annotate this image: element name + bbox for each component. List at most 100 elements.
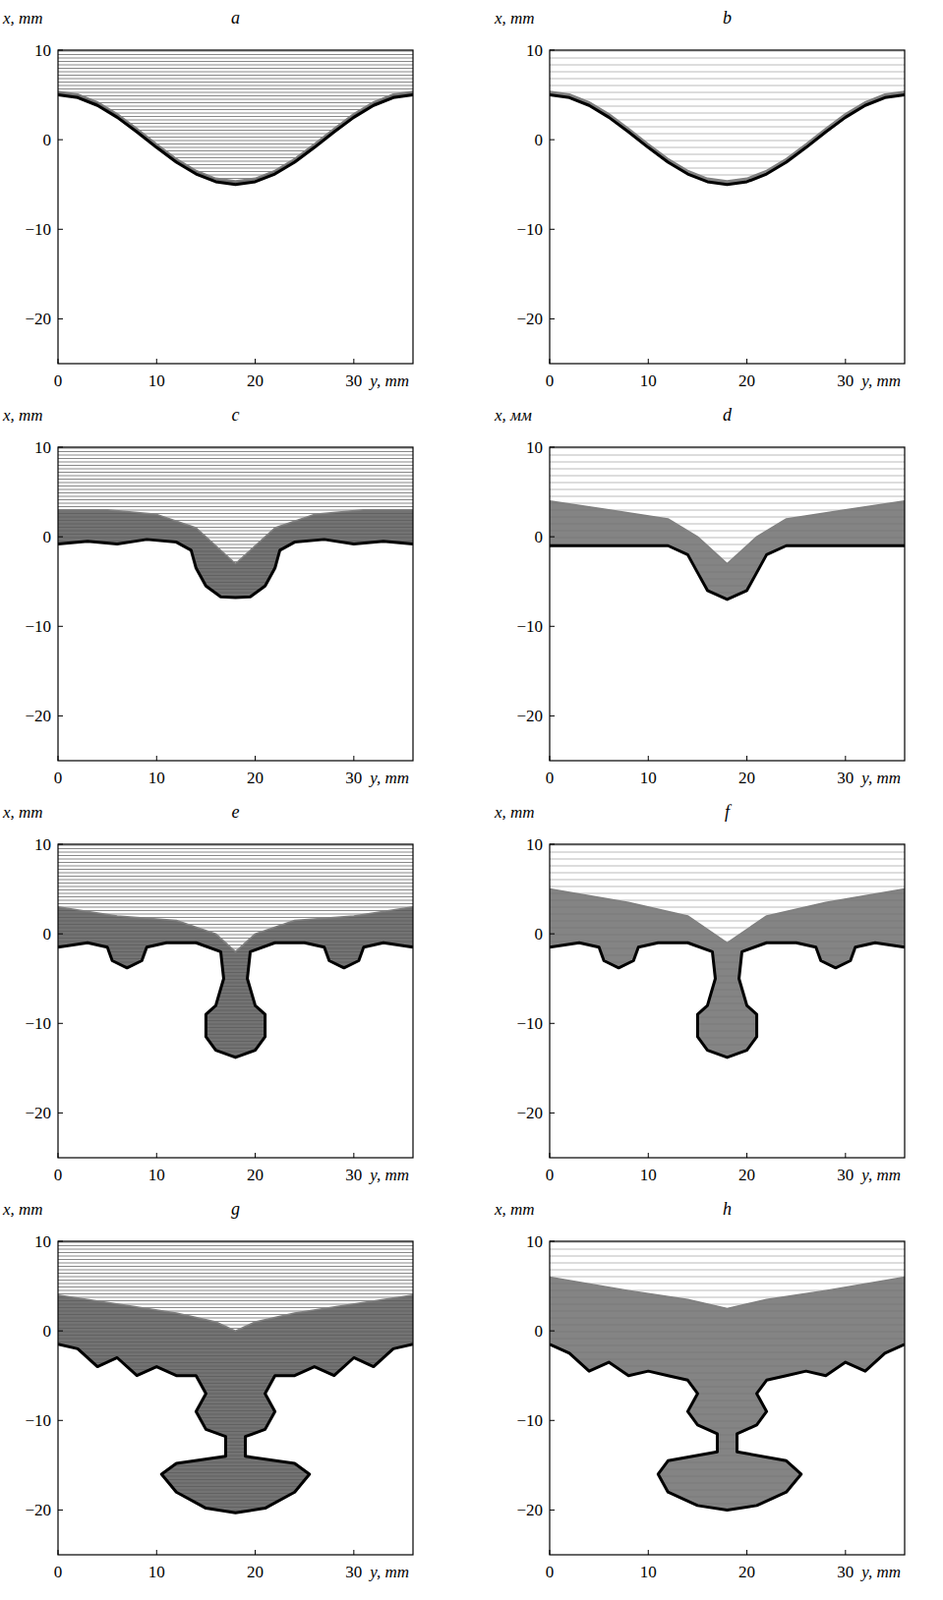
contour-line xyxy=(58,209,413,211)
contour-line xyxy=(549,1086,905,1088)
y-tick xyxy=(549,844,555,846)
contour-line xyxy=(549,551,905,553)
contour-line xyxy=(549,627,905,629)
contour-line xyxy=(549,340,905,342)
contour-line xyxy=(549,1538,905,1540)
panel: −20−100100102030y, mmx, ммd xyxy=(493,405,905,788)
contour-line xyxy=(58,64,413,66)
y-tick-label: 10 xyxy=(34,835,52,855)
panel-letter: g xyxy=(231,1199,240,1220)
contour-line xyxy=(58,862,413,864)
contour-line xyxy=(58,308,413,310)
contour-line xyxy=(58,1068,413,1070)
y-tick xyxy=(58,50,63,52)
contour-line xyxy=(58,116,413,118)
x-tick xyxy=(353,756,354,762)
contour-line xyxy=(58,1127,413,1129)
y-tick-label: −10 xyxy=(516,1412,543,1431)
contour-line xyxy=(58,250,413,252)
y-tick-label: −20 xyxy=(516,309,543,329)
contour-line xyxy=(549,1093,905,1095)
contour-line xyxy=(58,164,413,166)
contour-line xyxy=(58,869,413,871)
x-tick xyxy=(549,1550,551,1556)
contour-line xyxy=(549,326,905,328)
x-tick-label: 0 xyxy=(54,371,63,391)
contour-line xyxy=(58,154,413,156)
contour-lines xyxy=(58,845,413,1156)
contour-line xyxy=(549,140,905,142)
y-tick-label: −10 xyxy=(24,1014,52,1034)
contour-line xyxy=(58,855,413,857)
x-tick-label: 10 xyxy=(148,1166,166,1185)
contour-line xyxy=(58,852,413,854)
y-axis-title: x, mm xyxy=(493,1200,535,1220)
y-tick xyxy=(58,626,63,628)
y-axis-title: x, мм xyxy=(493,406,532,425)
contour-line xyxy=(58,168,413,170)
x-axis-title: y, mm xyxy=(859,1563,901,1583)
frame xyxy=(58,844,413,1159)
x-axis-title: y, mm xyxy=(859,768,901,788)
contour-line xyxy=(549,1148,905,1150)
contour-line xyxy=(58,723,413,725)
contour-line xyxy=(549,682,905,684)
y-tick-label: 0 xyxy=(43,1322,53,1342)
contour-line xyxy=(58,1259,413,1261)
contour-lines xyxy=(549,448,905,759)
contour-line xyxy=(58,195,413,197)
contour-line xyxy=(58,664,413,666)
contour-line xyxy=(58,458,413,460)
x-tick xyxy=(353,1153,354,1159)
contour-line xyxy=(58,1137,413,1139)
y-tick xyxy=(58,229,63,231)
plot-area xyxy=(58,51,413,361)
y-tick xyxy=(58,715,63,717)
contour-line xyxy=(549,223,905,225)
contour-line xyxy=(58,758,413,760)
contour-line xyxy=(549,689,905,691)
contour-line xyxy=(58,85,413,87)
panel: −20−100100102030y, mmx, mmb xyxy=(493,7,905,391)
contour-line xyxy=(58,312,413,314)
x-tick-label: 30 xyxy=(836,768,854,788)
contour-line xyxy=(58,88,413,90)
y-tick xyxy=(58,1510,63,1512)
y-tick-label: 10 xyxy=(526,835,543,855)
contour-line xyxy=(58,689,413,691)
contour-line xyxy=(58,506,413,508)
contour-line xyxy=(58,462,413,464)
contour-line xyxy=(58,257,413,259)
contour-line xyxy=(58,485,413,487)
mixing-zone xyxy=(549,889,905,1059)
contour-line xyxy=(549,1155,905,1157)
y-tick-label: 10 xyxy=(526,438,543,458)
contour-line xyxy=(549,716,905,718)
contour-line xyxy=(58,482,413,484)
contour-line xyxy=(58,126,413,128)
contour-line xyxy=(58,315,413,317)
contour-line xyxy=(549,1256,905,1258)
contour-line xyxy=(58,1263,413,1265)
x-tick xyxy=(254,1153,256,1159)
contour-line xyxy=(549,168,905,170)
contour-line xyxy=(58,650,413,652)
front-line xyxy=(58,943,413,1059)
contour-line xyxy=(549,1114,905,1116)
contour-line xyxy=(58,883,413,885)
contour-line xyxy=(58,451,413,453)
contour-line xyxy=(58,1141,413,1143)
contour-line xyxy=(58,322,413,324)
contour-line xyxy=(58,496,413,498)
contour-line xyxy=(58,654,413,656)
x-tick xyxy=(648,1550,649,1556)
contour-line xyxy=(549,188,905,190)
contour-line xyxy=(58,866,413,868)
contour-line xyxy=(549,1532,905,1533)
contour-line xyxy=(58,157,413,159)
contour-line xyxy=(549,496,905,498)
contour-line xyxy=(549,1079,905,1081)
frame xyxy=(58,50,413,364)
y-tick-label: 10 xyxy=(34,41,52,60)
contour-line xyxy=(58,1065,413,1067)
